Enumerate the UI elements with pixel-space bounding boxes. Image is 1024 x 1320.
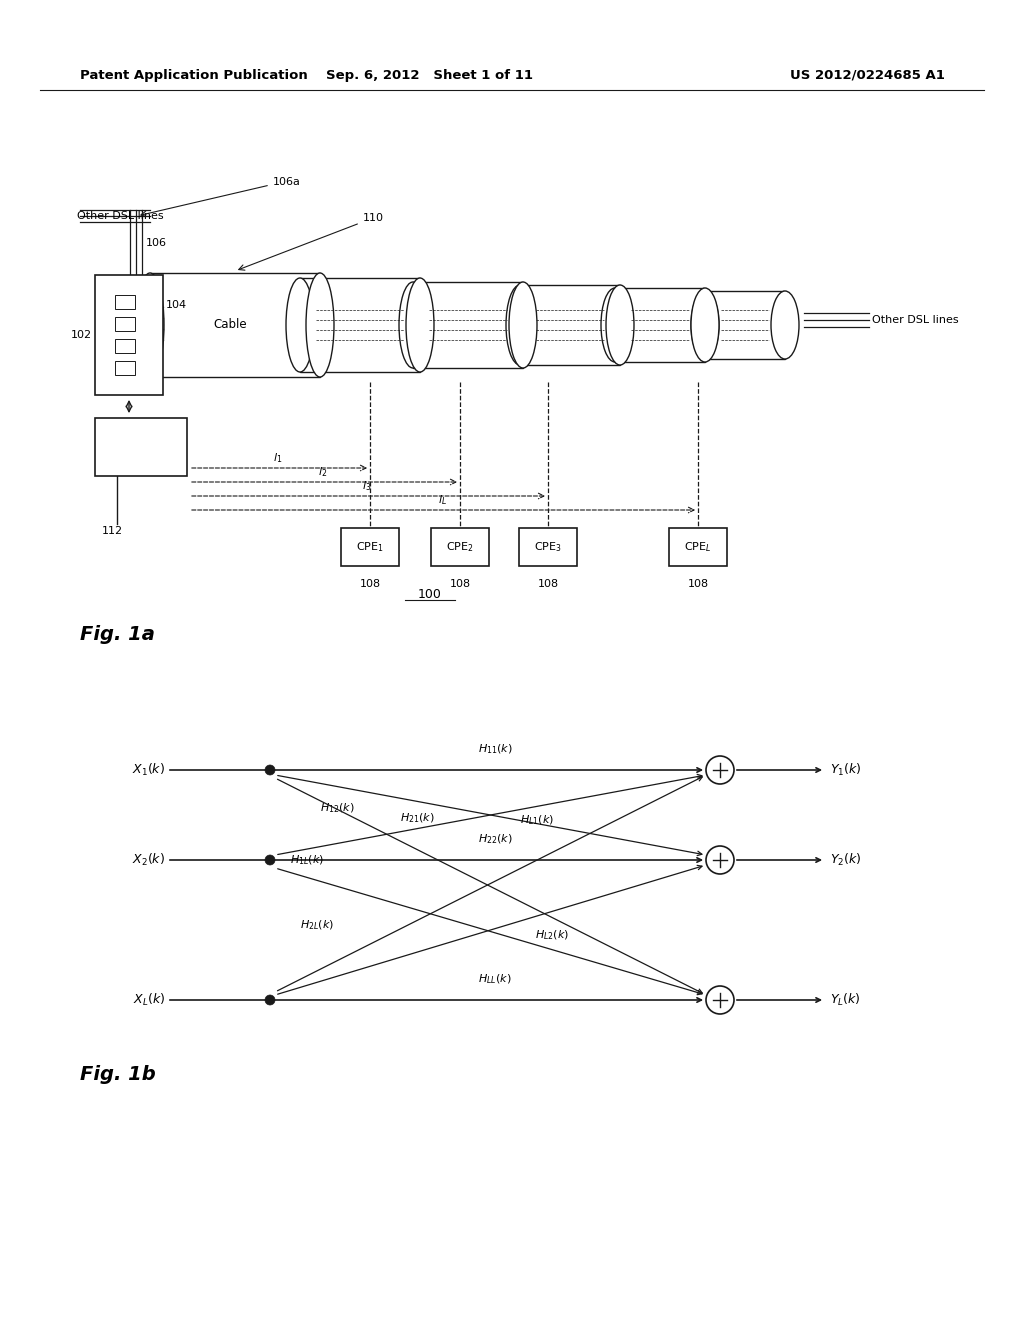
Text: $H_{11}(k)$: $H_{11}(k)$	[477, 742, 512, 756]
Text: 104: 104	[166, 300, 187, 310]
Text: $X_L(k)$: $X_L(k)$	[133, 991, 165, 1008]
Text: $H_{21}(k)$: $H_{21}(k)$	[400, 812, 435, 825]
Text: $l_1$: $l_1$	[273, 451, 283, 465]
Text: $H_{LL}(k)$: $H_{LL}(k)$	[478, 973, 512, 986]
Ellipse shape	[506, 285, 534, 366]
Circle shape	[265, 995, 275, 1005]
Text: 108: 108	[450, 579, 471, 589]
Bar	[431, 528, 489, 566]
Text: CPE$_2$: CPE$_2$	[446, 540, 474, 554]
Text: $X_2(k)$: $X_2(k)$	[132, 851, 165, 869]
Text: Fig. 1b: Fig. 1b	[80, 1065, 156, 1085]
Text: Other DSL lines: Other DSL lines	[872, 315, 958, 325]
Bar	[115, 360, 135, 375]
Text: 108: 108	[687, 579, 709, 589]
Bar	[115, 294, 135, 309]
Text: CPE$_L$: CPE$_L$	[684, 540, 712, 554]
Ellipse shape	[306, 273, 334, 378]
Text: Cable: Cable	[213, 318, 247, 331]
Text: CPE$_1$: CPE$_1$	[356, 540, 384, 554]
Ellipse shape	[399, 282, 427, 368]
Bar	[95, 275, 163, 395]
Text: 106a: 106a	[273, 177, 301, 187]
Text: 110: 110	[362, 213, 384, 223]
Text: $Y_1(k)$: $Y_1(k)$	[830, 762, 861, 777]
Text: $Y_L(k)$: $Y_L(k)$	[830, 991, 861, 1008]
Bar	[300, 279, 420, 372]
Bar	[669, 528, 727, 566]
Text: $l_3$: $l_3$	[362, 479, 372, 492]
Bar	[520, 285, 620, 366]
Bar	[95, 418, 187, 477]
Ellipse shape	[509, 282, 537, 368]
Bar	[341, 528, 399, 566]
Text: $l_2$: $l_2$	[318, 465, 328, 479]
Text: 102: 102	[71, 330, 92, 341]
Circle shape	[706, 986, 734, 1014]
Bar	[705, 290, 785, 359]
Text: 108: 108	[359, 579, 381, 589]
Text: $H_{1L}(k)$: $H_{1L}(k)$	[290, 853, 325, 867]
Ellipse shape	[601, 288, 629, 362]
Bar	[519, 528, 577, 566]
Text: Manage-
ment: Manage- ment	[116, 432, 167, 462]
Text: Sep. 6, 2012   Sheet 1 of 11: Sep. 6, 2012 Sheet 1 of 11	[327, 69, 534, 82]
Text: $l_L$: $l_L$	[437, 494, 446, 507]
Bar	[115, 317, 135, 331]
Text: 106: 106	[146, 238, 167, 248]
Ellipse shape	[136, 273, 164, 378]
Text: Fig. 1a: Fig. 1a	[80, 626, 155, 644]
Text: Patent Application Publication: Patent Application Publication	[80, 69, 308, 82]
Circle shape	[265, 766, 275, 775]
Text: CPE$_3$: CPE$_3$	[535, 540, 562, 554]
Text: $H_{2L}(k)$: $H_{2L}(k)$	[300, 919, 334, 932]
Bar	[413, 282, 523, 368]
Text: $H_{L1}(k)$: $H_{L1}(k)$	[520, 813, 554, 826]
Text: Other DSL lines: Other DSL lines	[77, 211, 164, 220]
Ellipse shape	[691, 290, 719, 359]
Text: 112: 112	[101, 525, 123, 536]
Text: $H_{22}(k)$: $H_{22}(k)$	[477, 833, 512, 846]
Ellipse shape	[286, 279, 314, 372]
Circle shape	[706, 756, 734, 784]
Bar	[115, 339, 135, 352]
Circle shape	[706, 846, 734, 874]
Text: 108: 108	[538, 579, 558, 589]
Text: $H_{L2}(k)$: $H_{L2}(k)$	[535, 928, 569, 941]
Ellipse shape	[691, 288, 719, 362]
Circle shape	[265, 855, 275, 865]
Text: $X_1(k)$: $X_1(k)$	[132, 762, 165, 777]
Bar	[615, 288, 705, 362]
Text: 100: 100	[418, 589, 442, 602]
Text: $H_{12}(k)$: $H_{12}(k)$	[319, 801, 354, 814]
Bar	[150, 273, 319, 378]
Ellipse shape	[406, 279, 434, 372]
Ellipse shape	[771, 290, 799, 359]
Ellipse shape	[606, 285, 634, 366]
Text: US 2012/0224685 A1: US 2012/0224685 A1	[790, 69, 945, 82]
Text: $Y_2(k)$: $Y_2(k)$	[830, 851, 861, 869]
